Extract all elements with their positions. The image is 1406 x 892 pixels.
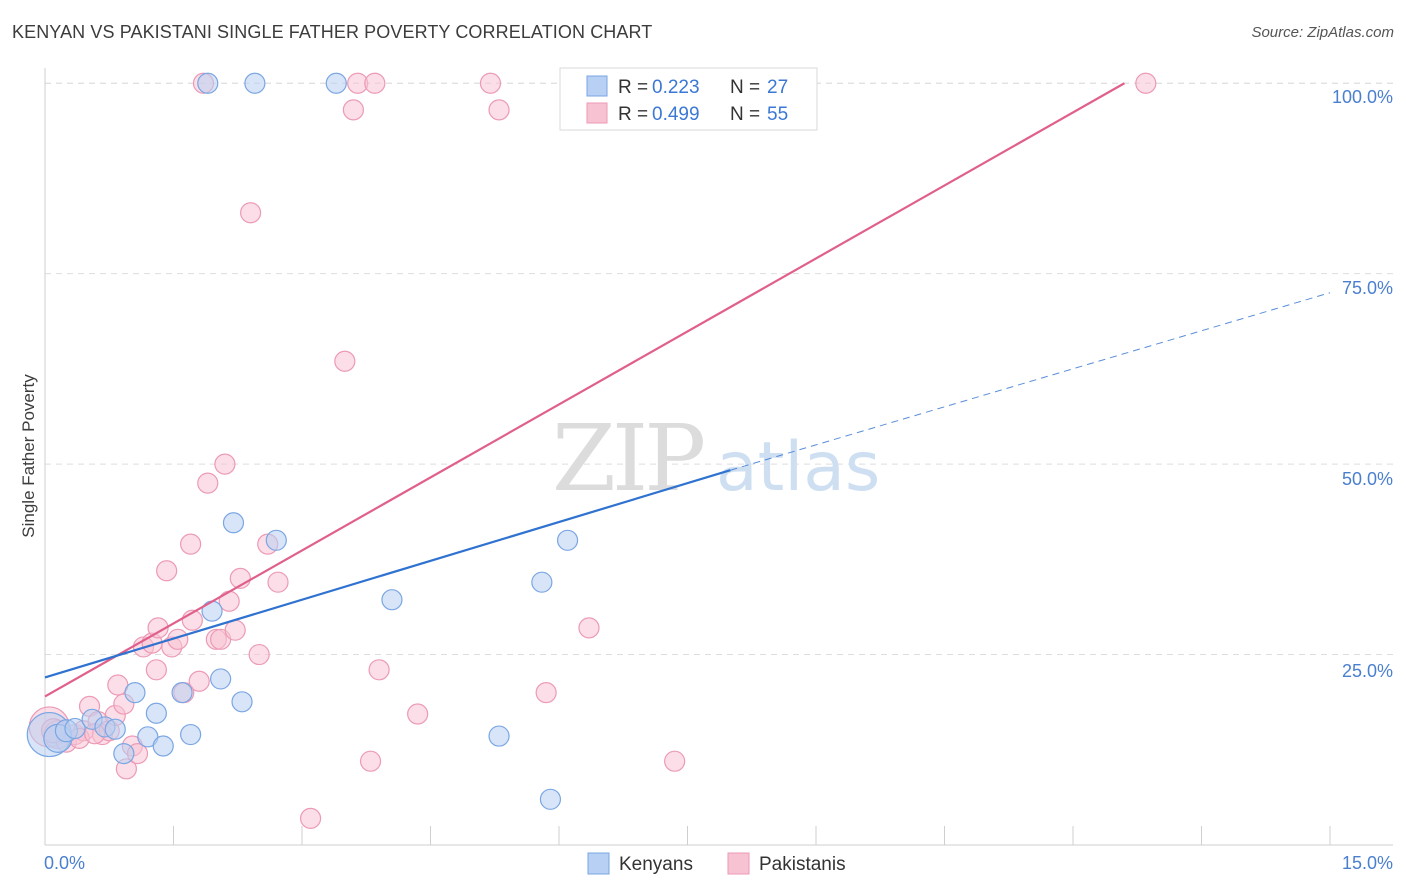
kenyan-point-6: [104, 718, 126, 740]
watermark-zip: ZIP: [552, 405, 703, 512]
legend-kenyan-r-label: R =: [618, 77, 648, 98]
kenyan-point-14: [197, 72, 219, 94]
watermark: ZIP atlas: [552, 405, 880, 512]
legend-pakistani-n-value: 55: [767, 104, 788, 125]
x-tick-label-left: 0.0%: [44, 853, 85, 873]
kenyan-point-21: [325, 72, 347, 94]
y-tick-label-50: 50.0%: [1342, 469, 1393, 489]
y-tick-label-100: 100.0%: [1332, 87, 1393, 107]
legend: R = 0.223 N = 27 R = 0.499 N = 55: [559, 67, 818, 131]
pakistani-point-50: [664, 750, 686, 772]
kenyan-point-22: [381, 589, 403, 611]
kenyan-point-3: [64, 717, 86, 740]
bottom-legend-kenyans: Kenyans: [619, 854, 693, 875]
pakistani-point-44: [368, 659, 390, 681]
pakistani-point-32: [224, 619, 246, 641]
kenyan-point-16: [210, 668, 232, 690]
bottom-legend-pakistanis: Pakistanis: [759, 854, 846, 875]
pakistani-point-30: [214, 453, 236, 475]
pakistani-point-35: [248, 643, 270, 666]
kenyan-point-23: [488, 725, 510, 747]
y-tick-label-75: 75.0%: [1342, 278, 1393, 298]
legend-pakistani-n-label: N =: [730, 104, 760, 125]
pakistani-point-25: [188, 670, 210, 692]
pakistani-point-51: [1135, 72, 1157, 94]
y-tick-labels: 25.0% 50.0% 75.0% 100.0%: [1332, 87, 1393, 681]
kenyan-point-17: [222, 512, 245, 534]
x-ticks: [44, 826, 1331, 845]
legend-kenyan-n-value: 27: [767, 77, 788, 98]
pakistani-point-37: [267, 571, 289, 593]
pakistani-trendline: [44, 82, 1125, 698]
kenyan-point-10: [145, 702, 167, 724]
chart-source: Source: ZipAtlas.com: [1251, 24, 1394, 41]
kenyan-point-9: [137, 726, 159, 748]
legend-kenyan-n-label: N =: [730, 77, 760, 98]
bottom-legend: Kenyans Pakistanis: [587, 852, 846, 875]
pakistani-point-23: [180, 533, 202, 555]
chart-title: KENYAN VS PAKISTANI SINGLE FATHER POVERT…: [12, 22, 653, 42]
kenyan-point-24: [531, 571, 553, 593]
kenyan-point-15: [201, 600, 223, 622]
legend-pakistani-r-value: 0.499: [652, 104, 700, 125]
kenyan-point-25: [539, 788, 562, 810]
kenyan-point-20: [265, 529, 287, 551]
pakistani-point-27: [197, 472, 219, 494]
pakistani-point-43: [364, 72, 386, 94]
bottom-legend-pakistani-swatch: [727, 852, 750, 875]
pakistani-point-47: [488, 99, 510, 121]
legend-pakistani-swatch: [586, 102, 608, 124]
pakistani-point-49: [578, 617, 600, 639]
pakistani-point-18: [147, 617, 169, 639]
pakistani-point-46: [479, 72, 502, 94]
pakistani-point-39: [334, 350, 356, 372]
gridlines: [45, 82, 1393, 656]
pakistani-point-48: [535, 682, 557, 704]
legend-kenyan-swatch: [586, 75, 608, 97]
kenyan-point-12: [171, 682, 193, 704]
pakistani-point-40: [342, 99, 364, 121]
y-axis-label: Single Father Poverty: [19, 374, 38, 538]
kenyan-trendline-extension: [730, 292, 1331, 471]
watermark-atlas: atlas: [716, 428, 880, 507]
kenyan-trendline: [44, 469, 731, 679]
pakistani-point-17: [145, 659, 167, 681]
kenyan-point-8: [124, 682, 146, 704]
pakistani-point-45: [407, 703, 429, 725]
kenyan-point-19: [244, 72, 266, 94]
trendlines: [44, 82, 1331, 698]
pakistani-point-34: [240, 202, 262, 224]
pakistani-point-19: [156, 560, 178, 582]
kenyan-points: [26, 72, 579, 810]
x-tick-label-right: 15.0%: [1342, 853, 1393, 873]
pakistani-point-42: [359, 750, 382, 772]
kenyan-point-7: [113, 742, 135, 765]
legend-kenyan-r-value: 0.223: [652, 77, 700, 98]
bottom-legend-kenyan-swatch: [587, 852, 610, 875]
kenyan-point-26: [556, 529, 579, 551]
y-tick-label-25: 25.0%: [1342, 661, 1393, 681]
kenyan-point-18: [231, 691, 253, 713]
kenyan-point-11: [152, 735, 174, 757]
legend-pakistani-r-label: R =: [618, 104, 648, 125]
kenyan-point-13: [180, 723, 202, 746]
pakistani-point-38: [299, 807, 322, 829]
